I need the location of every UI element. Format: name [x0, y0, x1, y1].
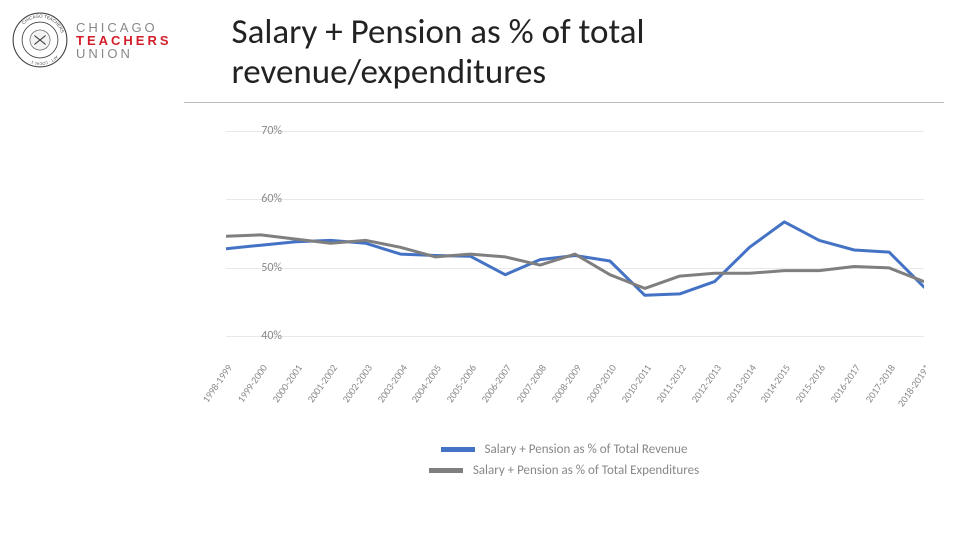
chart-series-line [226, 222, 924, 295]
x-axis-tick-label: 2004-2005 [409, 362, 445, 405]
line-chart: 40% 50% 60% 70% 1998-19991999-20002000-2001… [184, 102, 944, 494]
x-axis-tick-label: 2008-2009 [548, 362, 584, 405]
x-axis-tick-label: 2014-2015 [758, 362, 794, 405]
x-axis-tick-label: 2005-2006 [444, 362, 480, 405]
x-axis-tick-label: 2013-2014 [723, 362, 759, 405]
y-axis-tick-label: 40% [261, 329, 282, 343]
x-axis-tick-label: 1998-1999 [199, 362, 235, 405]
union-seal-icon: CHICAGO TEACHERS AFT · LOCAL 1 [12, 12, 68, 68]
logo-line1: CHICAGO [76, 21, 172, 34]
x-axis-tick-label: 2012-2013 [688, 362, 724, 405]
x-axis-tick-label: 2001-2002 [304, 362, 340, 405]
x-axis-tick-label: 2015-2016 [793, 362, 829, 405]
x-axis-tick-label: 2006-2007 [479, 362, 515, 405]
x-axis-tick-label: 2002-2003 [339, 362, 375, 405]
page-title: Salary + Pension as % of total revenue/e… [172, 8, 948, 93]
x-axis-tick-label: 2017-2018 [862, 362, 898, 405]
x-axis-tick-label: 2000-2001 [269, 362, 305, 405]
legend-label: Salary + Pension as % of Total Expenditu… [473, 463, 699, 478]
ctu-logo: CHICAGO TEACHERS AFT · LOCAL 1 CHICAGO T… [12, 12, 172, 68]
x-axis-tick-label: 2016-2017 [828, 362, 864, 405]
svg-text:AFT · LOCAL 1: AFT · LOCAL 1 [30, 55, 59, 67]
chart-series-line [226, 235, 924, 289]
legend-swatch [441, 447, 475, 452]
y-axis-tick-label: 50% [261, 261, 282, 275]
legend-label: Salary + Pension as % of Total Revenue [485, 442, 688, 457]
x-axis-tick-label: 2007-2008 [513, 362, 549, 405]
chart-plot-area [226, 117, 924, 357]
logo-line3: UNION [76, 47, 172, 60]
logo-line2: TEACHERS [76, 34, 172, 47]
legend-swatch [429, 468, 463, 473]
x-axis-tick-label: 2011-2012 [653, 362, 689, 405]
y-axis-tick-label: 70% [261, 124, 282, 138]
legend-item: Salary + Pension as % of Total Expenditu… [429, 463, 699, 478]
x-axis-tick-label: 2009-2010 [583, 362, 619, 405]
legend-item: Salary + Pension as % of Total Revenue [441, 442, 688, 457]
ctu-wordmark: CHICAGO TEACHERS UNION [76, 21, 172, 60]
chart-legend: Salary + Pension as % of Total Revenue Sa… [184, 442, 944, 478]
y-axis-tick-label: 60% [261, 192, 282, 206]
x-axis-tick-label: 2003-2004 [374, 362, 410, 405]
x-axis-tick-label: 1999-2000 [234, 362, 270, 405]
x-axis-tick-label: 2018-2019* [894, 362, 933, 409]
x-axis-tick-label: 2010-2011 [618, 362, 654, 405]
